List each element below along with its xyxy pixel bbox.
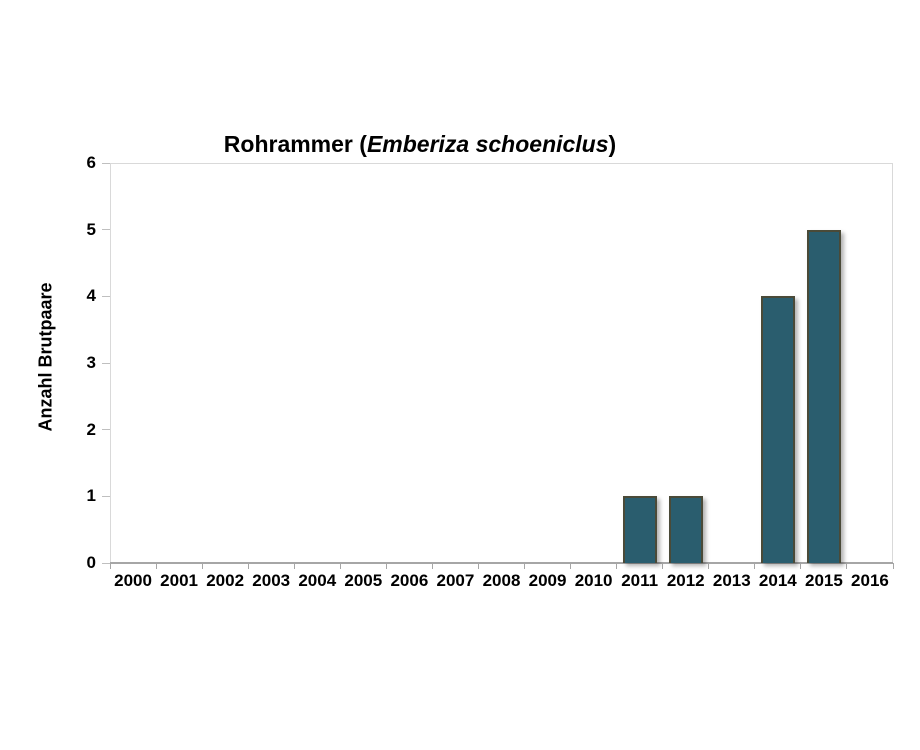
y-tick-label-3: 3	[86, 353, 96, 372]
x-tick	[524, 563, 526, 569]
x-tick-label-2011: 2011	[621, 571, 659, 590]
x-tick	[708, 563, 710, 569]
x-tick	[892, 563, 894, 569]
bar-2014	[760, 296, 795, 563]
x-tick-label-2005: 2005	[344, 571, 383, 590]
y-tick-label-2: 2	[86, 419, 96, 439]
bar-2012	[668, 496, 703, 563]
x-tick	[846, 563, 848, 569]
x-tick-label-2009: 2009	[528, 571, 567, 590]
x-tick-label-2001: 2001	[160, 571, 198, 590]
x-tick	[431, 563, 433, 569]
bar-2011	[622, 496, 657, 563]
plot-area: 0 1 2 3 4 5 6 2000 2001 2002 2003 2004 2005 2006 2007 2…	[87, 153, 894, 590]
x-tick-label-2016: 2016	[851, 571, 889, 590]
x-tick-label-2003: 2003	[252, 571, 291, 590]
x-tick	[155, 563, 157, 569]
chart-title-species: Emberiza schoeniclus	[366, 131, 609, 157]
x-tick	[754, 563, 756, 569]
x-tick-label-2014: 2014	[758, 571, 797, 590]
x-tick-label-2012: 2012	[666, 571, 705, 590]
x-tick	[247, 563, 249, 569]
y-tick-label-5: 5	[86, 219, 96, 239]
y-tick-label-1: 1	[86, 486, 96, 506]
x-tick	[339, 563, 341, 569]
chart-title: Rohrammer (Emberiza schoeniclus)	[110, 131, 730, 158]
x-tick	[109, 563, 111, 569]
y-tick	[102, 429, 110, 431]
y-tick	[102, 562, 110, 564]
x-tick-label-2010: 2010	[574, 571, 613, 590]
chart-title-suffix: )	[608, 131, 617, 157]
bar-2015	[806, 229, 841, 563]
y-tick	[102, 295, 110, 297]
x-tick-label-2002: 2002	[206, 571, 245, 590]
x-tick	[662, 563, 664, 569]
x-tick	[385, 563, 387, 569]
y-tick	[102, 362, 110, 364]
y-tick-label-0: 0	[86, 553, 96, 572]
chart-title-prefix: Rohrammer (	[223, 131, 367, 157]
x-tick	[616, 563, 618, 569]
x-tick-label-2008: 2008	[482, 571, 521, 590]
x-tick-label-2006: 2006	[390, 571, 429, 590]
x-tick	[800, 563, 802, 569]
x-tick-label-2004: 2004	[298, 571, 337, 590]
y-tick	[102, 495, 110, 497]
x-tick	[477, 563, 479, 569]
y-axis-title: Anzahl Brutpaare	[35, 282, 56, 432]
x-axis-line	[110, 562, 893, 564]
y-tick-label-4: 4	[86, 286, 96, 306]
x-tick	[570, 563, 572, 569]
x-tick-label-2015: 2015	[804, 571, 843, 590]
y-tick	[102, 229, 110, 231]
y-tick-label-6: 6	[86, 153, 96, 172]
x-tick-label-2007: 2007	[436, 571, 475, 590]
x-tick-label-2013: 2013	[712, 571, 751, 590]
y-tick	[102, 162, 110, 164]
x-tick-label-2000: 2000	[114, 571, 152, 590]
x-tick	[293, 563, 295, 569]
x-tick	[201, 563, 203, 569]
